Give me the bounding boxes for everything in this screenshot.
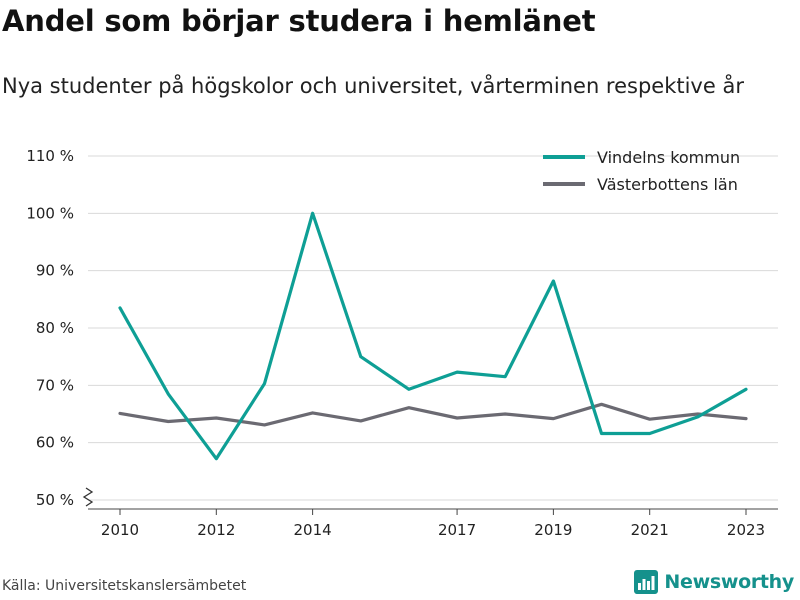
series-line-vindeln (118, 211, 748, 461)
y-tick-label: 70 % (36, 376, 74, 394)
y-tick-label: 100 % (26, 204, 74, 222)
x-tick-label: 2017 (438, 521, 476, 539)
x-tick-label: 2023 (727, 521, 765, 539)
chart-subtitle: Nya studenter på högskolor och universit… (2, 74, 744, 98)
y-axis: 50 % 60 % 70 % 80 % 90 % 100 % 110 % (26, 147, 94, 509)
source-note: Källa: Universitetskanslersämbetet (2, 578, 247, 594)
x-tick-label: 2014 (294, 521, 332, 539)
series-lines (118, 211, 748, 461)
x-tick-label: 2010 (101, 521, 139, 539)
x-tick-label: 2012 (197, 521, 235, 539)
legend: Vindelns kommun Västerbottens län (543, 148, 740, 194)
axis-break-icon (82, 487, 94, 507)
y-tick-label: 60 % (36, 434, 74, 452)
x-tick-label: 2021 (631, 521, 669, 539)
legend-label: Vindelns kommun (597, 148, 740, 167)
x-axis: 2010 2012 2014 2017 2019 2021 2023 (88, 508, 778, 539)
y-tick-label: 90 % (36, 262, 74, 280)
bar-chart-logo-icon (634, 570, 659, 594)
brand-logo: Newsworthy (634, 570, 794, 594)
x-tick-label: 2019 (534, 521, 572, 539)
y-tick-label: 80 % (36, 319, 74, 337)
legend-label: Västerbottens län (597, 175, 738, 194)
brand-name: Newsworthy (664, 571, 794, 593)
chart-title: Andel som börjar studera i hemlänet (2, 4, 596, 38)
series-line-vasterbotten (118, 402, 748, 427)
y-tick-label: 50 % (36, 491, 74, 509)
y-tick-label: 110 % (26, 147, 74, 165)
grid-lines (88, 155, 778, 501)
